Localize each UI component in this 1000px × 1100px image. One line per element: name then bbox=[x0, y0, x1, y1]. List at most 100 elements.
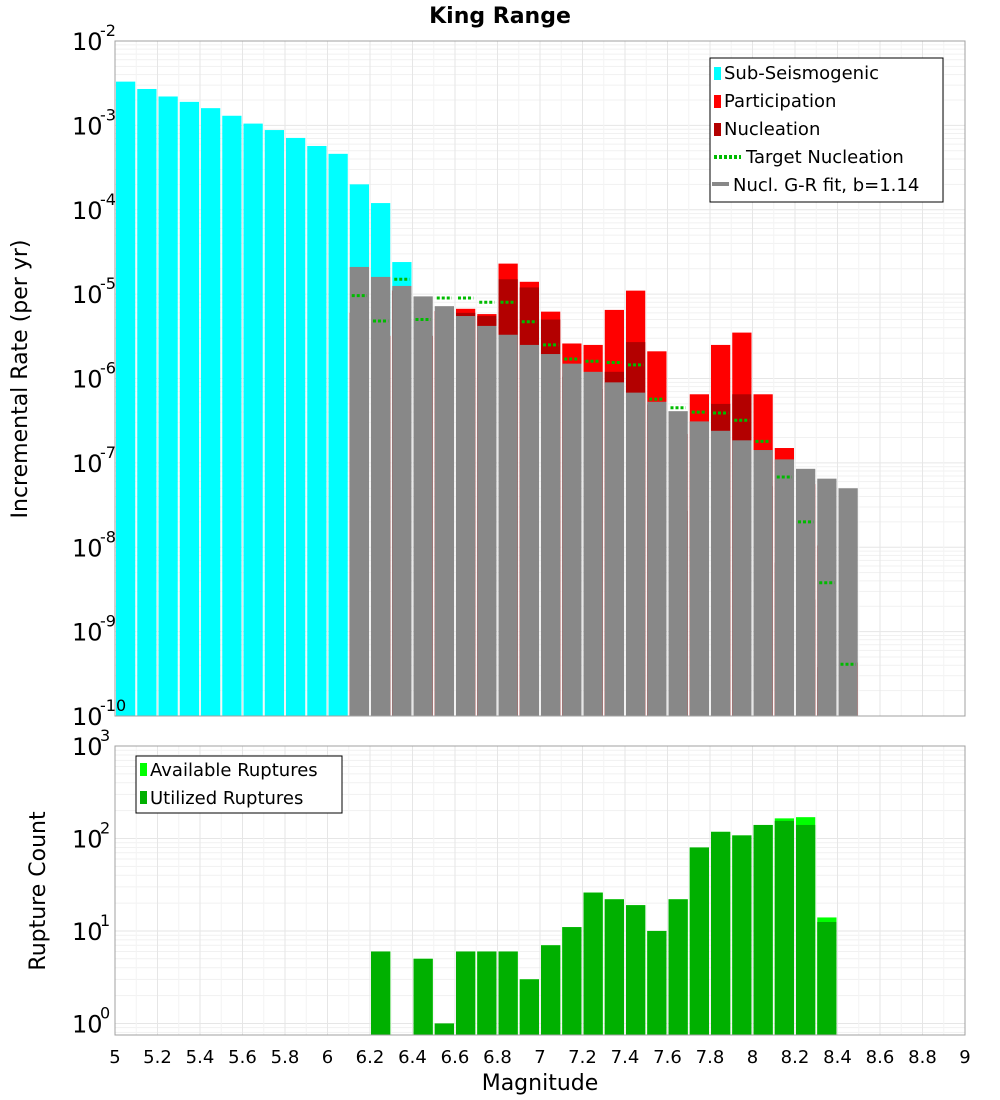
utilized-ruptures-bar bbox=[817, 922, 837, 1035]
rate-legend: Sub-Seismogenic Participation Nucleation… bbox=[709, 57, 944, 203]
count-bars bbox=[371, 817, 837, 1035]
sub-seismogenic-bar bbox=[328, 153, 348, 716]
count-y-tick-exponent: 0 bbox=[100, 1003, 110, 1022]
sub-seismogenic-bar bbox=[286, 137, 306, 717]
rate-y-axis-label: Incremental Rate (per yr) bbox=[8, 240, 33, 519]
utilized-ruptures-bar bbox=[647, 930, 667, 1035]
utilized-ruptures-bar bbox=[732, 835, 752, 1035]
rate-fit-lines bbox=[351, 277, 856, 666]
sub-seismogenic-bar bbox=[243, 123, 263, 716]
legend-swatch-sub-seismogenic bbox=[714, 67, 721, 80]
nucl-g-r-fit-b-1-14-bar bbox=[838, 488, 858, 716]
count-y-tick-exponent: 1 bbox=[100, 911, 110, 930]
sub-seismogenic-bar bbox=[158, 96, 178, 716]
legend-label-gr-fit: Nucl. G-R fit, b=1.14 bbox=[733, 175, 919, 196]
rate-chart: 10-210-310-410-510-610-710-810-910-10 In… bbox=[8, 21, 966, 731]
legend-label-sub-seismogenic: Sub-Seismogenic bbox=[724, 63, 879, 84]
count-y-tick-base: 10 bbox=[72, 733, 103, 761]
rate-y-ticks: 10-210-310-410-510-610-710-810-910-10 bbox=[72, 21, 126, 731]
nucl-g-r-fit-b-1-14-bar bbox=[519, 344, 539, 716]
nucl-g-r-fit-b-1-14-bar bbox=[753, 450, 773, 716]
count-y-tick-exponent: 3 bbox=[100, 726, 110, 745]
rate-bars bbox=[116, 81, 858, 717]
legend-swatch-participation bbox=[714, 95, 721, 108]
legend-label-available: Available Ruptures bbox=[150, 760, 318, 781]
x-tick-label: 7.2 bbox=[568, 1047, 597, 1068]
legend-label-utilized: Utilized Ruptures bbox=[150, 788, 303, 809]
x-tick-label: 6.6 bbox=[441, 1047, 470, 1068]
count-y-tick-exponent: 2 bbox=[100, 818, 110, 837]
utilized-ruptures-bar bbox=[456, 951, 476, 1035]
x-tick-label: 5.8 bbox=[271, 1047, 300, 1068]
sub-seismogenic-bar bbox=[222, 115, 242, 716]
x-tick-label: 8.2 bbox=[781, 1047, 810, 1068]
rate-y-tick-base: 10 bbox=[72, 197, 103, 225]
x-tick-label: 9 bbox=[959, 1047, 970, 1068]
sub-seismogenic-bar bbox=[116, 81, 136, 717]
nucl-g-r-fit-b-1-14-bar bbox=[541, 354, 561, 716]
sub-seismogenic-bar bbox=[307, 145, 327, 717]
nucl-g-r-fit-b-1-14-bar bbox=[477, 325, 497, 716]
rate-y-tick-base: 10 bbox=[72, 28, 103, 56]
count-y-tick-base: 10 bbox=[72, 918, 103, 946]
nucl-g-r-fit-b-1-14-bar bbox=[498, 334, 518, 716]
count-legend: Available Ruptures Utilized Ruptures bbox=[135, 755, 343, 814]
nucl-g-r-fit-b-1-14-bar bbox=[774, 459, 794, 716]
x-tick-label: 8 bbox=[747, 1047, 758, 1068]
x-tick-label: 7.6 bbox=[653, 1047, 682, 1068]
nucl-g-r-fit-b-1-14-bar bbox=[647, 401, 667, 716]
count-plot-frame bbox=[114, 745, 966, 1036]
nucl-g-r-fit-b-1-14-bar bbox=[668, 411, 688, 716]
x-tick-label: 8.6 bbox=[866, 1047, 895, 1068]
utilized-ruptures-bar bbox=[371, 951, 391, 1035]
utilized-ruptures-bar bbox=[668, 899, 688, 1035]
utilized-ruptures-bar bbox=[541, 945, 561, 1035]
chart-title: King Range bbox=[429, 4, 571, 29]
utilized-ruptures-bar bbox=[626, 905, 646, 1035]
rate-y-tick-base: 10 bbox=[72, 366, 103, 394]
legend-label-target-nucleation: Target Nucleation bbox=[745, 147, 904, 168]
rate-y-tick-base: 10 bbox=[72, 619, 103, 647]
nucl-g-r-fit-b-1-14-bar bbox=[456, 316, 476, 716]
x-tick-labels: 5 5.2 5.4 5.6 5.8 6 6.2 6.4 6.6 6.8 7 7.2 7.4 7.6 7.8 8… bbox=[109, 1047, 970, 1068]
rate-y-tick-base: 10 bbox=[72, 112, 103, 140]
nucl-g-r-fit-b-1-14-bar bbox=[434, 306, 454, 716]
x-tick-label: 6 bbox=[322, 1047, 333, 1068]
x-tick-label: 6.4 bbox=[398, 1047, 427, 1068]
sub-seismogenic-bar bbox=[179, 101, 199, 716]
count-y-tick-base: 10 bbox=[72, 1010, 103, 1038]
nucl-g-r-fit-b-1-14-bar bbox=[583, 371, 603, 716]
utilized-ruptures-bar bbox=[753, 824, 773, 1035]
nucl-g-r-fit-b-1-14-bar bbox=[562, 363, 582, 716]
utilized-ruptures-bar bbox=[689, 847, 709, 1035]
utilized-ruptures-bar bbox=[519, 979, 539, 1035]
sub-seismogenic-bar bbox=[264, 130, 284, 717]
rate-y-tick-exponent: -6 bbox=[100, 359, 116, 378]
x-tick-label: 8.8 bbox=[908, 1047, 937, 1068]
rate-y-tick-base: 10 bbox=[72, 450, 103, 478]
x-tick-label: 7 bbox=[534, 1047, 545, 1068]
rate-y-tick-base: 10 bbox=[72, 703, 103, 731]
count-grid bbox=[114, 745, 966, 1035]
rate-y-tick-exponent: -5 bbox=[100, 274, 116, 293]
rate-plot-frame bbox=[114, 40, 966, 717]
utilized-ruptures-bar bbox=[477, 951, 497, 1035]
rate-y-tick-exponent: -3 bbox=[100, 105, 116, 124]
nucl-g-r-fit-b-1-14-bar bbox=[413, 296, 433, 716]
legend-label-participation: Participation bbox=[724, 91, 836, 112]
nucl-g-r-fit-b-1-14-bar bbox=[349, 266, 369, 716]
x-axis-label: Magnitude bbox=[482, 1071, 599, 1096]
x-tick-label: 5.2 bbox=[143, 1047, 172, 1068]
count-y-axis-label: Rupture Count bbox=[26, 811, 51, 971]
nucl-g-r-fit-b-1-14-bar bbox=[371, 276, 391, 716]
legend-swatch-utilized bbox=[140, 791, 147, 804]
rate-y-tick-base: 10 bbox=[72, 281, 103, 309]
rate-y-tick-exponent: -9 bbox=[100, 612, 116, 631]
rate-y-tick-base: 10 bbox=[72, 534, 103, 562]
legend-swatch-nucleation bbox=[714, 123, 721, 136]
x-tick-label: 7.4 bbox=[611, 1047, 640, 1068]
sub-seismogenic-bar bbox=[201, 108, 221, 717]
